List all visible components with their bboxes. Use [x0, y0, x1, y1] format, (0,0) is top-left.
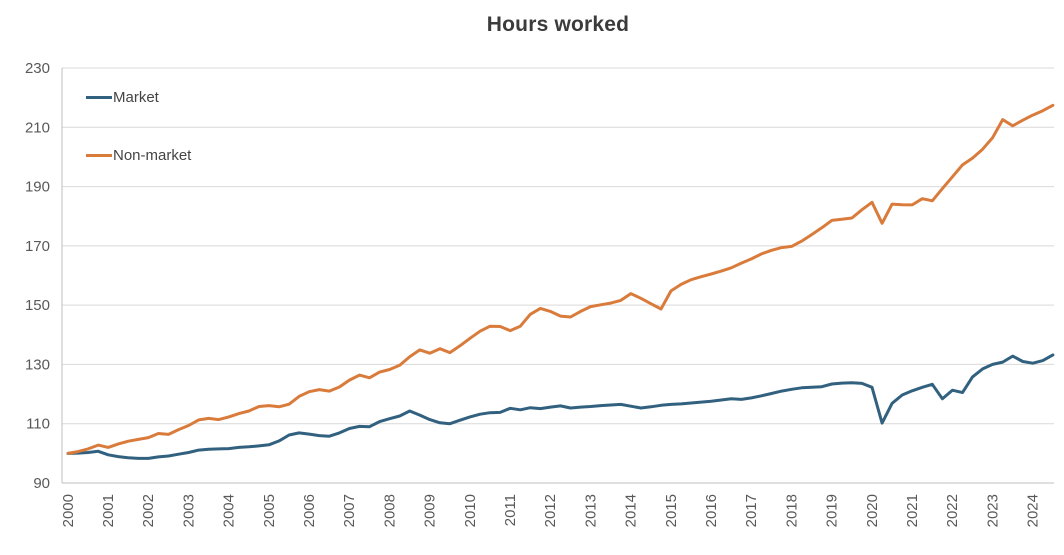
x-tick-label-2020: 2020: [864, 494, 881, 527]
x-tick-label-2004: 2004: [221, 494, 238, 527]
y-tick-label-190: 190: [25, 179, 50, 196]
legend-label-market: Market: [113, 89, 159, 106]
y-tick-label-170: 170: [25, 238, 50, 255]
x-tick-label-2019: 2019: [824, 494, 841, 527]
chart-line-non-market: [66, 103, 1055, 455]
x-tick-label-2022: 2022: [944, 494, 961, 527]
x-tick-label-2014: 2014: [623, 494, 640, 527]
y-tick-label-210: 210: [25, 119, 50, 136]
x-tick-label-2013: 2013: [582, 494, 599, 527]
y-tick-label-230: 230: [25, 60, 50, 77]
market-line-swatch: [86, 96, 112, 99]
nonmarket-line-swatch: [86, 154, 112, 157]
y-tick-label-90: 90: [33, 475, 50, 492]
legend-item-market: Market: [86, 89, 159, 106]
x-tick-label-2024: 2024: [1025, 494, 1042, 527]
legend-item-nonmarket: Non-market: [86, 147, 191, 164]
y-tick-label-130: 130: [25, 356, 50, 373]
chart-line-market: [66, 353, 1055, 460]
x-tick-label-2008: 2008: [381, 494, 398, 527]
x-tick-label-2012: 2012: [542, 494, 559, 527]
x-tick-label-2018: 2018: [783, 494, 800, 527]
x-tick-label-2010: 2010: [462, 494, 479, 527]
x-tick-label-2003: 2003: [180, 494, 197, 527]
x-tick-label-2002: 2002: [140, 494, 157, 527]
x-tick-label-2021: 2021: [904, 494, 921, 527]
x-tick-label-2000: 2000: [60, 494, 77, 527]
legend-label-nonmarket: Non-market: [113, 147, 192, 164]
x-tick-label-2005: 2005: [261, 494, 278, 527]
x-tick-label-2007: 2007: [341, 494, 358, 527]
x-tick-label-2006: 2006: [301, 494, 318, 527]
y-tick-label-150: 150: [25, 297, 50, 314]
y-tick-label-110: 110: [26, 416, 50, 433]
x-tick-label-2009: 2009: [422, 494, 439, 527]
x-tick-label-2016: 2016: [703, 494, 720, 527]
x-tick-label-2015: 2015: [663, 494, 680, 527]
chart-title: Hours worked: [486, 13, 630, 36]
x-tick-label-2023: 2023: [984, 494, 1001, 527]
x-tick-label-2011: 2011: [502, 494, 519, 526]
x-tick-label-2001: 2001: [100, 494, 117, 527]
x-tick-label-2017: 2017: [743, 494, 760, 527]
